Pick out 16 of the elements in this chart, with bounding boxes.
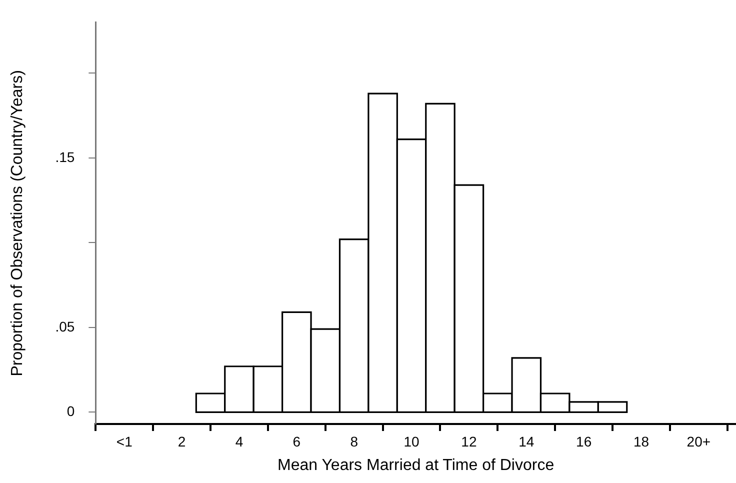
x-tick-label: 10	[404, 433, 420, 450]
y-tick-label: .15	[55, 148, 75, 165]
x-tick-label: 8	[350, 433, 358, 450]
y-axis-title: Proportion of Observations (Country/Years)	[9, 70, 26, 376]
x-tick-label: 4	[235, 433, 244, 450]
x-tick-label: 14	[518, 433, 534, 450]
y-tick-label: 0	[66, 403, 75, 419]
x-tick-label: 2	[178, 433, 186, 450]
x-axis-title: Mean Years Married at Time of Divorce	[278, 456, 554, 474]
x-tick-label: 18	[633, 433, 650, 450]
x-tick-label: 6	[292, 433, 301, 450]
x-tick-label: 20+	[686, 433, 711, 450]
y-tick-label: .05	[55, 318, 75, 334]
x-tick-label: 12	[461, 433, 477, 450]
x-tick-label: <1	[116, 433, 133, 450]
x-tick-label: 16	[576, 433, 592, 450]
